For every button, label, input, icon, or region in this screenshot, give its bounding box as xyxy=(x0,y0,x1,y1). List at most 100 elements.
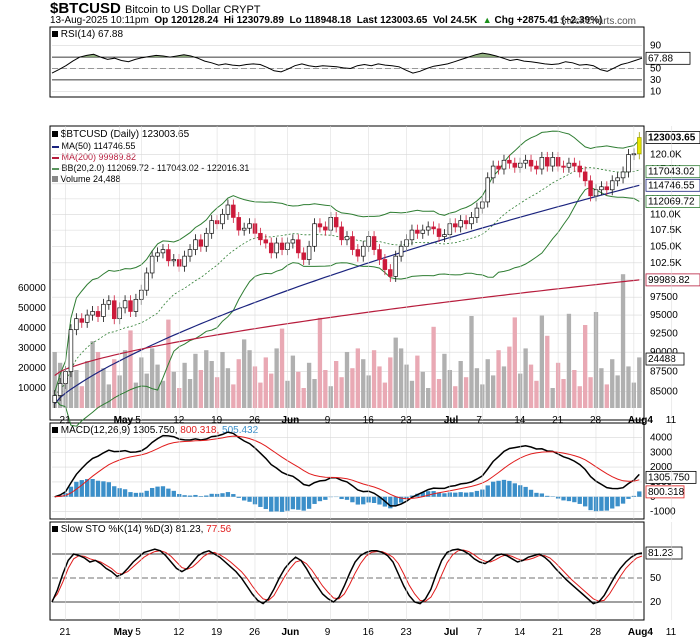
macd-tick-label: 2000 xyxy=(650,462,673,473)
macd-signal-text: 800.318, xyxy=(180,425,220,436)
macd-histogram-bar xyxy=(166,488,171,497)
volume-bar xyxy=(95,352,101,408)
x-axis-label-bottom: Jun xyxy=(281,627,299,638)
macd-histogram-bar xyxy=(290,496,296,510)
x-axis-label-bottom: Jul xyxy=(444,627,459,638)
candle-body xyxy=(425,226,431,231)
x-axis-label-price: 23 xyxy=(401,415,413,426)
candle-body xyxy=(198,239,204,247)
volume-bar xyxy=(604,384,609,408)
candle-body xyxy=(306,245,312,260)
candle-body xyxy=(312,223,317,247)
volume-bar xyxy=(187,379,193,408)
candle-body xyxy=(620,171,626,179)
candle-body xyxy=(382,259,388,270)
price-tag xyxy=(645,131,700,144)
brand-watermark: © StockCharts.com xyxy=(549,16,636,27)
volume-bar xyxy=(426,388,431,408)
candle-body xyxy=(534,165,539,170)
candle-body xyxy=(609,180,615,191)
macd-histogram-bar xyxy=(90,478,95,497)
ma200-legend: MA(200) 99989.82 xyxy=(52,152,136,162)
x-axis-label-bottom: 12 xyxy=(173,627,185,638)
price-tag xyxy=(645,195,700,208)
rsi-legend-swatch xyxy=(52,31,58,37)
candle-body xyxy=(74,318,79,331)
volume-bar xyxy=(236,359,241,408)
x-axis-label-price: 5 xyxy=(135,415,141,426)
price-label-text: $BTCUSD (Daily) 123003.65 xyxy=(60,129,190,140)
candle-body xyxy=(577,165,582,173)
candle-body xyxy=(333,217,339,228)
macd-label-text: MACD(12,26,9) 1305.750, xyxy=(60,425,178,436)
bb-legend-swatch xyxy=(52,167,59,170)
price-tick-label: 92500 xyxy=(650,328,678,339)
macd-histogram-bar xyxy=(112,486,117,497)
candle-body xyxy=(420,229,426,234)
price-tick-label: 87500 xyxy=(650,367,678,378)
x-axis-label-bottom: 7 xyxy=(476,627,482,638)
candle-body xyxy=(360,245,366,257)
macd-signal-tag xyxy=(645,485,685,499)
candle-body xyxy=(57,383,63,396)
x-axis-label-bottom: 9 xyxy=(325,627,331,638)
volume-bar xyxy=(317,317,323,408)
rsi-value-tag-text: 67.88 xyxy=(648,53,673,64)
price-panel-frame xyxy=(49,125,645,421)
macd-histogram-bar xyxy=(101,481,106,497)
macd-histogram-bar xyxy=(122,489,128,497)
candle-body xyxy=(193,239,198,250)
candle-body xyxy=(588,180,593,197)
sto-d-text: 77.56 xyxy=(206,524,232,535)
candle-body xyxy=(155,252,160,257)
rsi-panel-frame xyxy=(49,26,645,98)
candle-body xyxy=(599,186,604,191)
rsi-line xyxy=(51,52,643,74)
volume-bar xyxy=(469,316,474,408)
bb-legend: BB(20,2.0) 112069.72 - 117043.02 - 12201… xyxy=(52,163,249,173)
x-axis-label-price: 9 xyxy=(325,415,331,426)
volume-bar xyxy=(577,386,582,408)
macd-legend-swatch xyxy=(52,427,58,433)
volume-bar xyxy=(263,357,268,408)
candle-body xyxy=(182,255,187,267)
volume-bar xyxy=(149,348,155,408)
macd-histogram-bar xyxy=(133,492,139,497)
rsi-tick-label: 10 xyxy=(650,86,662,97)
volume-bar xyxy=(258,382,263,408)
macd-histogram-bar xyxy=(371,496,377,504)
candle-body xyxy=(106,300,112,305)
x-axis-label-price: Jun xyxy=(281,415,299,426)
volume-bar xyxy=(52,352,57,408)
volume-legend-text: Volume 24,488 xyxy=(60,174,121,184)
symbol-description: Bitcoin to US Dollar CRYPT xyxy=(125,4,261,16)
macd-tag-text: 1305.750 xyxy=(648,472,690,483)
candle-body xyxy=(350,236,355,250)
macd-histogram-bar xyxy=(561,496,566,501)
candle-body xyxy=(247,223,252,229)
volume-bar xyxy=(626,366,631,408)
volume-bar xyxy=(361,359,366,408)
macd-histogram-bar xyxy=(344,496,350,500)
x-axis-label-bottom: 21 xyxy=(60,627,72,638)
volume-bar xyxy=(420,371,425,408)
price-tick-label: 107.5K xyxy=(650,225,682,236)
volume-bar xyxy=(128,330,133,408)
volume-bar xyxy=(572,370,577,408)
price-tick-label: 85000 xyxy=(650,386,678,397)
volume-bar xyxy=(241,339,247,408)
candle-body xyxy=(474,207,480,218)
sto-tag xyxy=(645,546,683,560)
macd-histogram-bar xyxy=(312,496,317,504)
macd-histogram-bar xyxy=(274,496,279,512)
candle-body xyxy=(453,223,458,228)
macd-tick-label: -1000 xyxy=(650,507,676,518)
macd-histogram-bar xyxy=(193,494,198,497)
volume-bar xyxy=(74,370,79,408)
volume-bar xyxy=(225,368,231,408)
volume-tick-label: 30000 xyxy=(18,343,46,354)
candle-body xyxy=(377,249,382,260)
volume-bar xyxy=(442,353,447,408)
macd-histogram-bar xyxy=(355,496,360,505)
volume-tick-label: 60000 xyxy=(18,283,46,294)
